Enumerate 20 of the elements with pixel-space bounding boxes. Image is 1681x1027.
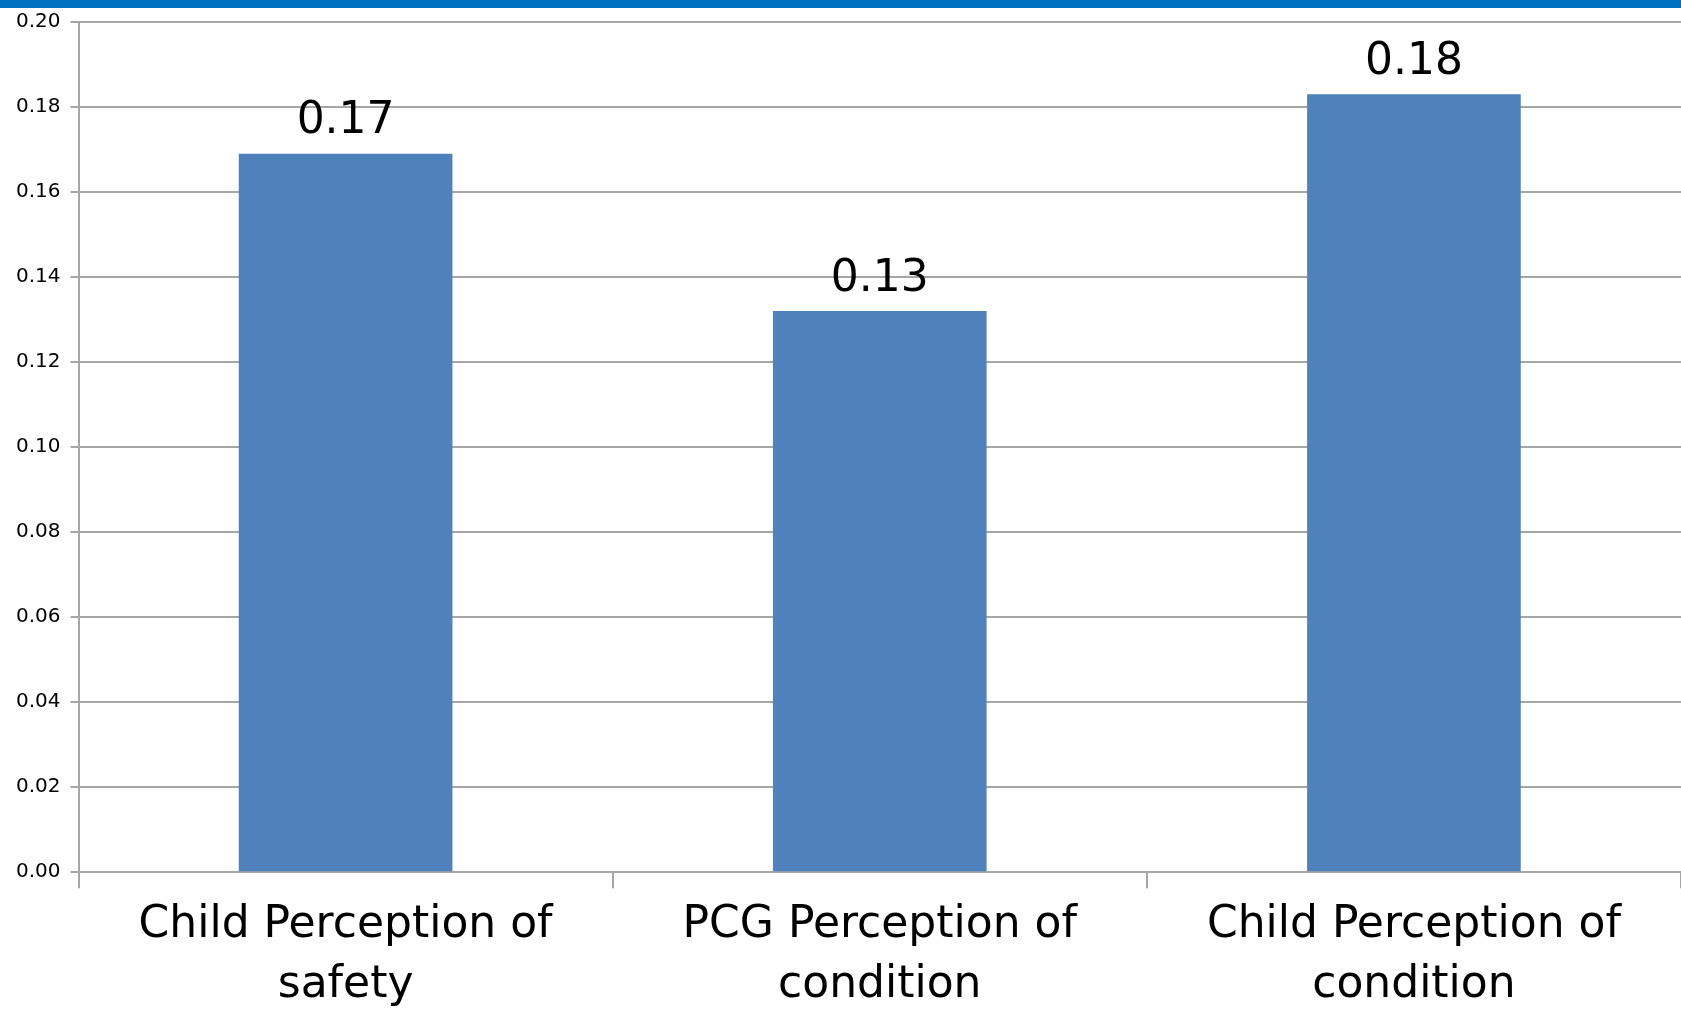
x-tick-label: PCG Perception of condition	[682, 896, 1079, 1007]
bar	[772, 311, 987, 872]
data-label: 0.17	[296, 92, 395, 144]
y-tick-label: 0.00	[16, 858, 61, 883]
data-label: 0.13	[830, 249, 929, 301]
y-tick-label: 0.14	[16, 263, 61, 288]
y-tick-label: 0.18	[16, 93, 61, 118]
y-tick-label: 0.04	[16, 688, 61, 713]
y-tick-label: 0.12	[16, 348, 61, 373]
y-tick-label: 0.02	[16, 773, 61, 798]
bar	[1307, 94, 1521, 872]
y-tick-label: 0.16	[16, 178, 61, 203]
x-tick-label: Child Perception of condition	[1206, 896, 1623, 1007]
y-tick-label: 0.20	[16, 8, 61, 33]
bar	[238, 153, 453, 872]
y-tick-label: 0.06	[16, 603, 61, 628]
x-tick-label: Child Perception of safety	[138, 896, 555, 1007]
data-label: 0.18	[1364, 32, 1463, 84]
y-tick-label: 0.08	[16, 518, 61, 543]
y-tick-label: 0.10	[16, 433, 61, 458]
